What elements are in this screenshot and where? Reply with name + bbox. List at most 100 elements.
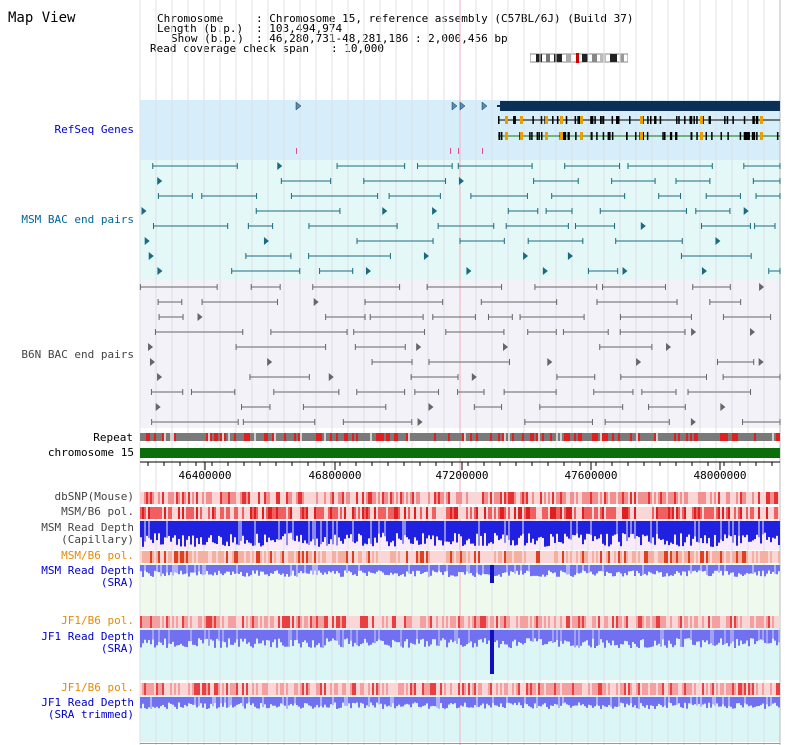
msm-sra-depth-bar xyxy=(760,565,762,577)
jf1-b6-pol-label-2[interactable]: JF1/B6 pol. xyxy=(61,681,134,694)
msm-capillary-depth-bar xyxy=(506,521,508,536)
msm-b6-pol-segment xyxy=(376,507,378,519)
msm-b6-pol2-segment xyxy=(508,551,510,563)
jf1-b6-pol2-segment xyxy=(418,683,420,695)
msm-b6-pol2-segment xyxy=(438,551,440,563)
jf1-trimmed-depth-bar xyxy=(518,697,520,703)
jf1-sra-depth-bar xyxy=(340,630,342,647)
dbsnp-segment xyxy=(422,492,424,504)
msm-capillary-depth-bar xyxy=(210,521,212,536)
jf1-trimmed-depth-bar xyxy=(578,697,580,703)
jf1-b6-pol2-segment xyxy=(224,683,226,695)
msm-read-depth-capillary-label[interactable]: MSM Read Depth xyxy=(41,521,134,534)
msm-b6-pol2-segment xyxy=(526,551,528,563)
dbsnp-mouse-label[interactable]: dbSNP(Mouse) xyxy=(54,490,134,503)
jf1-read-depth-sra-label[interactable]: JF1 Read Depth xyxy=(41,630,134,643)
jf1-b6-pol-segment xyxy=(384,616,386,628)
jf1-trimmed-depth-bar xyxy=(362,697,364,704)
msm-sra-depth-bar xyxy=(440,565,442,573)
msm-b6-pol-label-1[interactable]: MSM/B6 pol. xyxy=(61,505,134,518)
jf1-trimmed-depth-bar xyxy=(216,697,218,709)
jf1-b6-pol2-segment xyxy=(676,683,678,695)
msm-b6-pol2-segment xyxy=(732,551,734,563)
msm-capillary-depth-bar xyxy=(286,521,288,546)
dbsnp-segment xyxy=(366,492,368,504)
jf1-b6-pol2-segment xyxy=(712,683,714,695)
dbsnp-segment xyxy=(566,492,568,504)
msm-b6-pol-label-2[interactable]: MSM/B6 pol. xyxy=(61,549,134,562)
dbsnp-segment xyxy=(692,492,694,504)
dbsnp-segment xyxy=(698,492,700,504)
msm-capillary-depth-bar xyxy=(708,521,710,538)
msm-b6-pol-segment xyxy=(194,507,196,519)
msm-b6-pol-segment xyxy=(636,507,638,519)
msm-sra-depth-bar xyxy=(346,565,348,574)
b6n-bac-end-pairs-label[interactable]: B6N BAC end pairs xyxy=(21,348,134,361)
jf1-sra-depth-bar xyxy=(592,630,594,639)
exon-mark xyxy=(611,132,614,140)
msm-sra-depth-bar xyxy=(712,565,714,574)
msm-sra-depth-bar xyxy=(632,565,634,571)
jf1-trimmed-depth-bar xyxy=(288,697,290,706)
jf1-b6-pol-segment xyxy=(654,616,656,628)
jf1-b6-pol2-segment xyxy=(336,683,338,695)
msm-b6-pol2-segment xyxy=(470,551,472,563)
jf1-sra-depth-bar xyxy=(312,630,314,641)
jf1-trimmed-depth-bar xyxy=(528,697,530,707)
msm-b6-pol2-segment xyxy=(178,551,180,563)
chromosome-15-label[interactable]: chromosome 15 xyxy=(47,446,134,459)
msm-b6-pol-segment xyxy=(326,507,328,519)
exon-mark xyxy=(662,132,664,140)
jf1-b6-pol2-segment xyxy=(280,683,282,695)
axis-tick-label: 47200000 xyxy=(436,469,489,482)
msm-b6-pol2-segment xyxy=(310,551,312,563)
msm-sra-depth-bar xyxy=(182,565,184,575)
jf1-trimmed-depth-bar xyxy=(522,697,524,708)
msm-read-depth-sra-label[interactable]: MSM Read Depth xyxy=(41,564,134,577)
msm-b6-pol-segment xyxy=(284,507,286,519)
jf1-trimmed-depth-bar xyxy=(532,697,534,709)
msm-bac-end-pairs-label[interactable]: MSM BAC end pairs xyxy=(21,213,134,226)
msm-b6-pol-segment xyxy=(216,507,218,519)
dbsnp-segment xyxy=(474,492,476,504)
msm-b6-pol-segment xyxy=(754,507,756,519)
msm-b6-pol2-segment xyxy=(564,551,566,563)
msm-b6-pol2-segment xyxy=(140,551,142,563)
chromosome-ideogram[interactable] xyxy=(530,53,628,63)
msm-b6-pol2-segment xyxy=(428,551,430,563)
jf1-sra-depth-bar xyxy=(412,630,414,644)
refseq-genes-label[interactable]: RefSeq Genes xyxy=(54,123,134,136)
b6n-bac-pair-arrow xyxy=(416,343,422,351)
jf1-sra-depth-bar xyxy=(448,630,450,643)
jf1-read-depth-trimmed-label[interactable]: JF1 Read Depth xyxy=(41,696,134,709)
dbsnp-segment xyxy=(630,492,632,504)
jf1-b6-pol-segment xyxy=(282,616,284,628)
msm-capillary-depth-bar xyxy=(712,521,714,547)
msm-capillary-depth-bar xyxy=(384,521,386,537)
repeat-label[interactable]: Repeat xyxy=(93,431,133,444)
msm-capillary-depth-bar xyxy=(550,521,552,535)
msm-b6-pol2-segment xyxy=(638,551,640,563)
msm-capillary-depth-bar xyxy=(714,521,716,535)
dbsnp-segment xyxy=(500,492,502,504)
jf1-trimmed-depth-bar xyxy=(154,697,156,708)
dbsnp-segment xyxy=(640,492,642,504)
jf1-sra-depth-bar xyxy=(250,630,252,647)
exon-highlight xyxy=(700,116,703,124)
jf1-b6-pol-segment xyxy=(690,616,692,628)
dbsnp-segment xyxy=(542,492,544,504)
msm-b6-pol2-segment xyxy=(364,551,366,563)
msm-sra-depth-bar xyxy=(330,565,332,573)
dbsnp-segment xyxy=(200,492,202,504)
msm-capillary-depth-bar xyxy=(248,521,250,543)
jf1-b6-pol-label-1[interactable]: JF1/B6 pol. xyxy=(61,614,134,627)
dbsnp-segment xyxy=(358,492,360,504)
jf1-b6-pol2-segment xyxy=(492,683,494,695)
dbsnp-segment xyxy=(680,492,682,504)
msm-capillary-depth-bar xyxy=(662,521,664,540)
msm-b6-pol-segment xyxy=(680,507,682,519)
jf1-b6-pol2-segment xyxy=(566,683,568,695)
msm-capillary-depth-bar xyxy=(720,521,722,540)
jf1-sra-depth-bar xyxy=(672,630,674,648)
